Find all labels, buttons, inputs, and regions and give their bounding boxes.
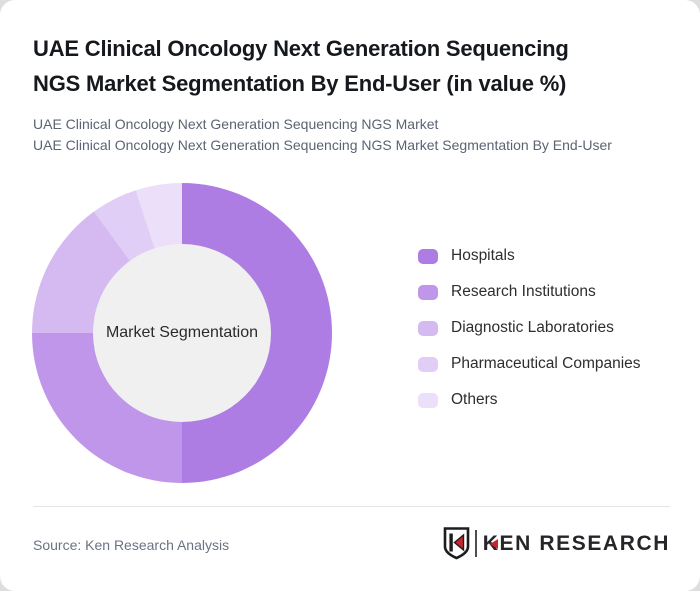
subtitle-line-2: UAE Clinical Oncology Next Generation Se… bbox=[33, 137, 612, 153]
ken-research-logo: KEN RESEARCH bbox=[443, 527, 670, 560]
legend-label: Others bbox=[451, 391, 498, 408]
logo-divider bbox=[474, 530, 477, 557]
title-line-2: NGS Market Segmentation By End-User (in … bbox=[33, 71, 567, 96]
legend-item-research-institutions: Research Institutions bbox=[418, 283, 641, 300]
legend-item-pharmaceutical-companies: Pharmaceutical Companies bbox=[418, 355, 641, 372]
legend-swatch bbox=[418, 392, 438, 408]
legend-label: Research Institutions bbox=[451, 283, 596, 300]
legend-swatch bbox=[418, 320, 438, 336]
subtitle-line-1: UAE Clinical Oncology Next Generation Se… bbox=[33, 116, 439, 132]
logo-red-triangle-icon bbox=[489, 538, 498, 549]
legend-swatch bbox=[418, 248, 438, 264]
donut-center: Market Segmentation bbox=[93, 244, 271, 422]
legend-item-hospitals: Hospitals bbox=[418, 247, 641, 264]
logo-wordmark: KEN RESEARCH bbox=[483, 532, 670, 556]
footer-divider bbox=[33, 506, 670, 507]
ken-research-shield-icon bbox=[443, 527, 470, 560]
legend-item-others: Others bbox=[418, 391, 641, 408]
legend-swatch bbox=[418, 356, 438, 372]
title-line-1: UAE Clinical Oncology Next Generation Se… bbox=[33, 36, 569, 61]
legend-label: Diagnostic Laboratories bbox=[451, 319, 614, 336]
subtitle: UAE Clinical Oncology Next Generation Se… bbox=[33, 114, 612, 156]
logo-wordmark-text: KEN RESEARCH bbox=[482, 531, 670, 555]
legend-label: Hospitals bbox=[451, 247, 515, 264]
source-text: Source: Ken Research Analysis bbox=[33, 537, 230, 553]
legend-swatch bbox=[418, 284, 438, 300]
legend: Hospitals Research Institutions Diagnostic… bbox=[418, 247, 641, 428]
page-title: UAE Clinical Oncology Next Generation Se… bbox=[33, 31, 569, 101]
donut-center-label: Market Segmentation bbox=[105, 324, 259, 341]
donut-chart: Market Segmentation bbox=[32, 183, 332, 483]
legend-label: Pharmaceutical Companies bbox=[451, 355, 641, 372]
legend-item-diagnostic-laboratories: Diagnostic Laboratories bbox=[418, 319, 641, 336]
